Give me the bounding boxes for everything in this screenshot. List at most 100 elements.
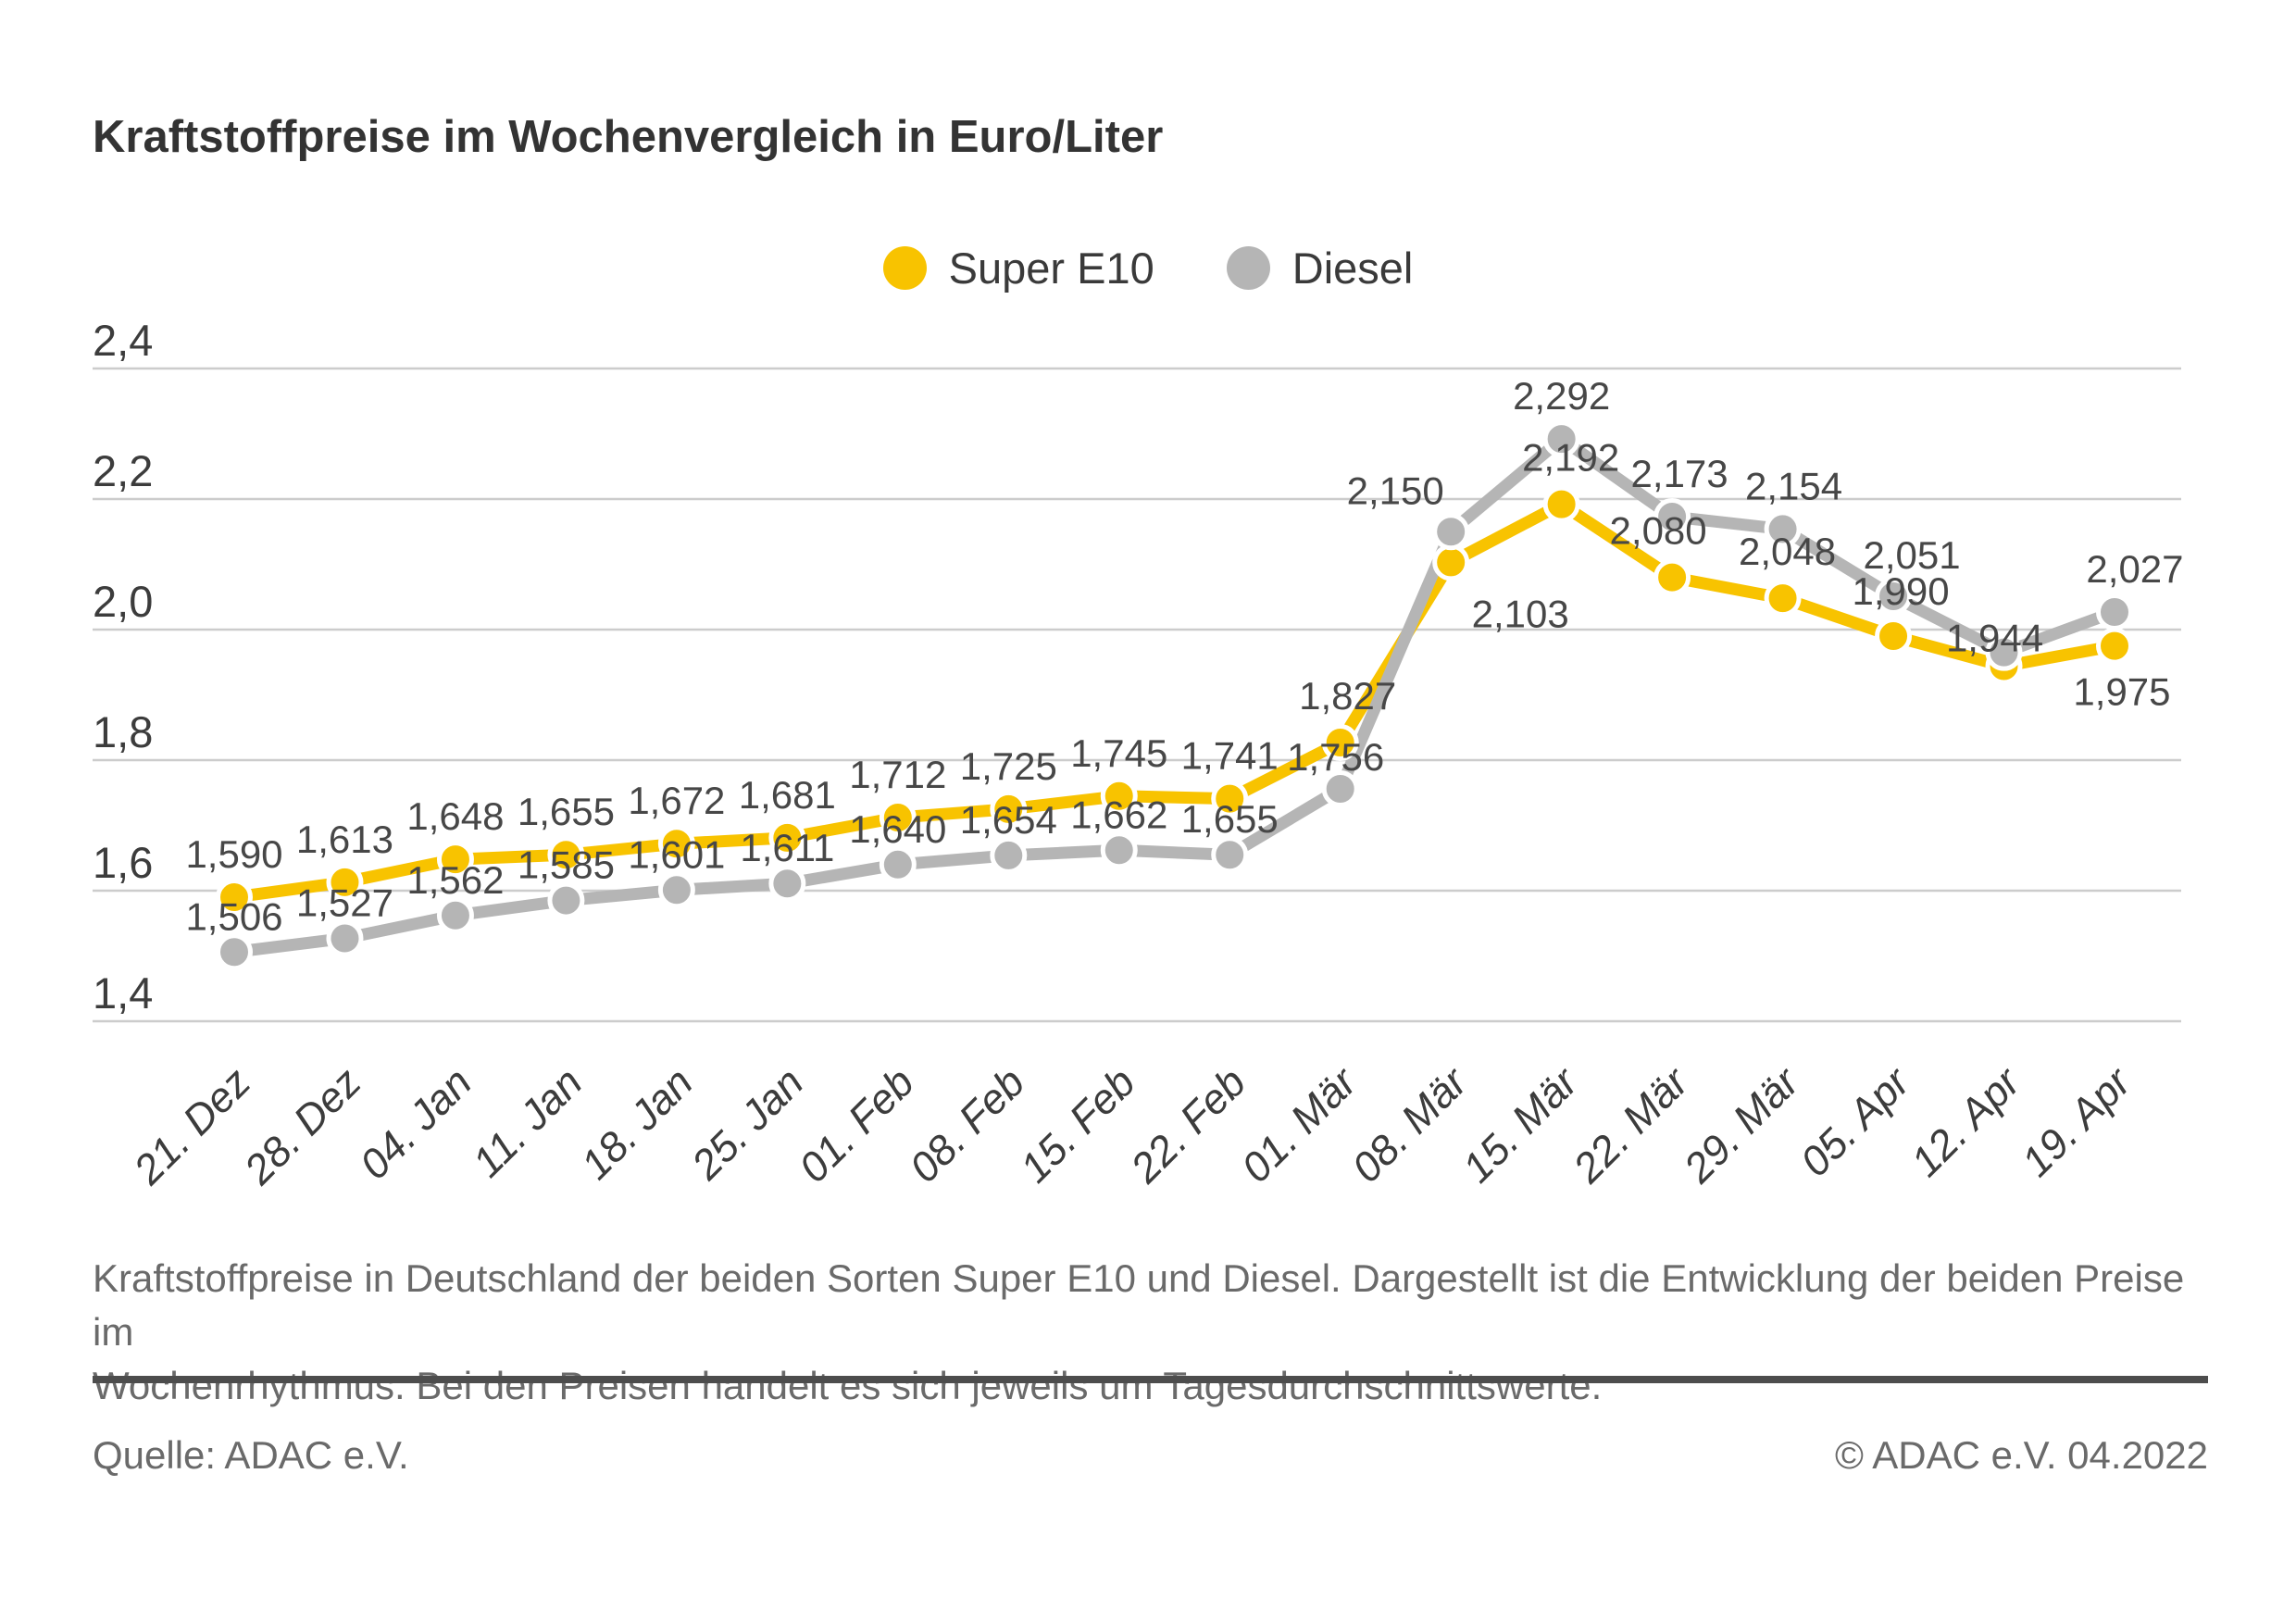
data-label-super-e10: 1,648 [406, 794, 504, 838]
data-point-diesel [1985, 633, 2023, 671]
data-label-super-e10: 1,741 [1181, 734, 1279, 778]
data-label-diesel: 2,173 [1631, 452, 1728, 495]
data-point-super-e10 [657, 825, 695, 863]
data-label-super-e10: 1,590 [185, 832, 282, 876]
x-tick-label: 05. Apr [1791, 1057, 1920, 1186]
data-label-super-e10: 2,192 [1522, 436, 1619, 480]
data-point-super-e10 [436, 841, 474, 879]
legend: Super E10 Diesel [0, 243, 2296, 293]
data-label-diesel: 2,150 [1347, 468, 1444, 512]
data-label-super-e10: 1,725 [960, 744, 1057, 788]
data-point-diesel [1764, 510, 1802, 548]
data-label-diesel: 1,506 [185, 894, 282, 938]
data-point-diesel [1875, 578, 1913, 616]
x-tick-label: 15. Feb [1011, 1058, 1144, 1192]
data-point-super-e10 [1653, 558, 1691, 596]
data-label-super-e10: 1,613 [296, 818, 393, 861]
data-point-diesel [2095, 593, 2133, 631]
x-tick-label: 21. Dez [124, 1058, 259, 1193]
y-tick-label: 1,6 [93, 838, 153, 887]
data-label-super-e10: 1,944 [1946, 616, 2043, 659]
x-tick-label: 01. Feb [790, 1058, 923, 1192]
data-point-diesel [1211, 836, 1249, 874]
data-point-diesel [326, 919, 364, 957]
x-tick-label: 11. Jan [463, 1058, 591, 1186]
data-label-super-e10: 2,080 [1610, 509, 1707, 553]
data-label-diesel: 1,662 [1070, 793, 1167, 836]
data-point-super-e10 [1875, 618, 1913, 656]
data-label-diesel: 1,756 [1287, 735, 1384, 779]
data-label-super-e10: 1,681 [739, 773, 836, 817]
description-text: Kraftstoffpreise in Deutschland der beid… [93, 1252, 2222, 1413]
data-label-diesel: 1,655 [1181, 797, 1279, 841]
data-point-super-e10 [326, 863, 364, 901]
x-tick-label: 22. Feb [1121, 1058, 1255, 1193]
legend-label-diesel: Diesel [1292, 244, 1414, 293]
data-point-super-e10 [1432, 543, 1470, 581]
x-tick-label: 08. Feb [900, 1058, 1033, 1192]
x-tick-label: 28. Dez [234, 1058, 369, 1193]
x-tick-label: 18. Jan [572, 1058, 702, 1188]
data-label-super-e10: 1,672 [628, 779, 725, 822]
data-label-super-e10: 2,103 [1472, 592, 1569, 635]
data-point-diesel [216, 933, 253, 971]
data-label-super-e10: 1,712 [849, 753, 946, 796]
data-point-diesel [879, 845, 917, 883]
data-point-diesel [657, 871, 695, 909]
x-tick-label: 15. Mär [1454, 1057, 1588, 1192]
copyright-label: © ADAC e.V. 04.2022 [1835, 1433, 2208, 1477]
data-label-diesel: 2,154 [1745, 464, 1842, 507]
data-label-diesel: 1,527 [296, 880, 393, 924]
y-tick-label: 1,8 [93, 707, 153, 756]
data-label-diesel: 1,654 [960, 798, 1057, 842]
description-line-2: Wochenrhythmus. Bei den Preisen handelt … [93, 1363, 1603, 1407]
x-tick-label: 12. Apr [1902, 1057, 2030, 1186]
description-line-1: Kraftstoffpreise in Deutschland der beid… [93, 1256, 2185, 1354]
y-tick-label: 2,2 [93, 446, 153, 495]
page-title: Kraftstoffpreise im Wochenvergleich in E… [93, 112, 1164, 162]
source-row: Quelle: ADAC e.V. © ADAC e.V. 04.2022 [93, 1433, 2208, 1478]
data-label-diesel: 1,585 [518, 843, 615, 887]
divider-rule [93, 1376, 2208, 1383]
data-label-diesel: 2,027 [2086, 547, 2183, 591]
x-tick-label: 29. Mär [1674, 1057, 1809, 1193]
data-point-super-e10 [1321, 723, 1359, 761]
data-point-super-e10 [216, 879, 253, 917]
data-point-super-e10 [1211, 780, 1249, 818]
y-tick-label: 2,4 [93, 316, 153, 365]
source-label: Quelle: ADAC e.V. [93, 1433, 409, 1477]
data-label-diesel: 1,601 [628, 832, 725, 876]
data-label-super-e10: 1,975 [2073, 670, 2170, 714]
data-label-super-e10: 2,048 [1739, 530, 1836, 573]
x-tick-label: 22. Mär [1564, 1057, 1699, 1193]
data-point-super-e10 [990, 790, 1028, 828]
data-point-diesel [1432, 513, 1470, 551]
data-label-diesel: 1,562 [406, 858, 504, 902]
data-point-diesel [990, 836, 1028, 874]
legend-dot-diesel-icon [1226, 246, 1270, 290]
data-label-diesel: 1,611 [740, 826, 834, 869]
x-tick-label: 08. Mär [1342, 1057, 1477, 1192]
data-point-diesel [436, 896, 474, 934]
data-point-super-e10 [547, 836, 585, 874]
legend-item-diesel: Diesel [1226, 243, 1414, 293]
x-tick-label: 25. Jan [681, 1058, 812, 1189]
y-tick-label: 2,0 [93, 577, 153, 626]
data-point-super-e10 [879, 799, 917, 837]
x-tick-label: 19. Apr [2013, 1057, 2141, 1186]
data-label-super-e10: 1,990 [1852, 569, 1949, 613]
data-point-super-e10 [1100, 777, 1138, 815]
data-label-super-e10: 1,655 [518, 790, 615, 833]
legend-item-super-e10: Super E10 [882, 243, 1154, 293]
series-line-diesel [228, 432, 2121, 958]
x-tick-label: 01. Mär [1232, 1057, 1366, 1192]
data-label-super-e10: 1,827 [1299, 674, 1396, 718]
y-tick-label: 1,4 [93, 968, 153, 1018]
data-point-diesel [1100, 831, 1138, 869]
data-label-super-e10: 1,745 [1070, 731, 1167, 775]
data-point-super-e10 [1542, 485, 1580, 523]
data-point-diesel [1653, 498, 1691, 536]
legend-label-super-e10: Super E10 [948, 244, 1154, 293]
data-point-super-e10 [768, 818, 806, 856]
